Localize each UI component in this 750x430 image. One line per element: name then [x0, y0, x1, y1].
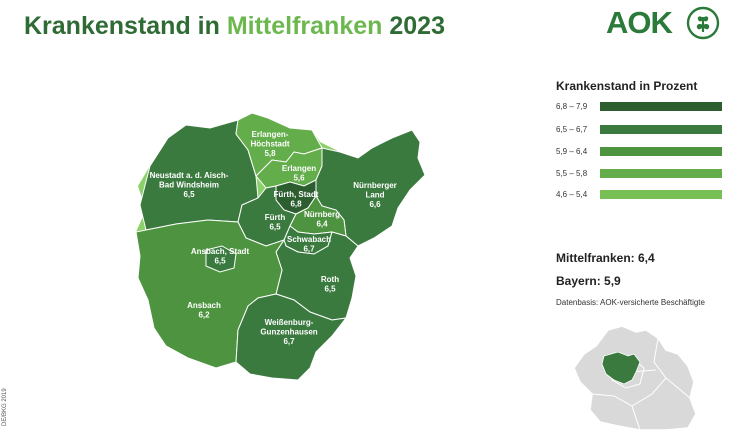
- district-name: Bad Windsheim: [159, 181, 219, 190]
- district-name: Land: [365, 191, 384, 200]
- district-value: 6,5: [269, 223, 281, 232]
- legend-range: 6,8 – 7,9: [556, 102, 588, 111]
- district-weissenburg: [235, 293, 348, 381]
- district-value: 6,6: [369, 200, 381, 209]
- legend-swatch: [600, 125, 722, 134]
- district-label: Ansbach 6,2: [187, 301, 221, 320]
- district-name: Höchstadt: [250, 140, 289, 149]
- legend-swatch: [600, 147, 722, 156]
- legend-range: 6,5 – 6,7: [556, 125, 588, 134]
- district-name: Fürth: [265, 213, 286, 222]
- stat-bayern: Bayern: 5,9: [556, 274, 621, 288]
- title-suffix: 2023: [382, 12, 445, 40]
- legend-range: 4,6 – 5,4: [556, 190, 588, 199]
- district-value: 6,5: [324, 285, 336, 294]
- bavaria-locator-map: [573, 325, 697, 430]
- aok-logo-text: AOK: [606, 5, 673, 40]
- aok-tree-icon: [686, 6, 720, 40]
- map-credit: DE/BKG 2019: [2, 388, 8, 426]
- district-value: 6,7: [283, 337, 295, 346]
- district-name: Weißenburg-: [265, 318, 314, 327]
- district-label: Weißenburg-Gunzenhausen 6,7: [260, 318, 317, 346]
- district-name: Neustadt a. d. Aisch-: [150, 171, 229, 180]
- district-value: 6,2: [198, 311, 210, 320]
- source-note: Datenbasis: AOK-versicherte Beschäftigte: [556, 298, 705, 307]
- district-label: Fürth 6,5: [265, 213, 286, 232]
- district-name: Gunzenhausen: [260, 328, 317, 337]
- page-title: Krankenstand in Mittelfranken 2023: [24, 12, 445, 41]
- district-name: Erlangen: [282, 164, 316, 173]
- district-labels: Erlangen-Höchstadt 5,8 Erlangen 5,6 Neustadt…: [150, 130, 397, 346]
- legend-range: 5,9 – 6,4: [556, 147, 588, 156]
- district-label: Ansbach, Stadt 6,5: [191, 247, 250, 266]
- district-value: 5,8: [264, 149, 276, 158]
- district-label: Schwabach 6,7: [287, 235, 331, 254]
- district-value: 6,7: [303, 245, 315, 254]
- title-highlight: Mittelfranken: [226, 12, 383, 40]
- legend-range: 5,5 – 5,8: [556, 169, 588, 178]
- district-label: Roth 6,5: [321, 275, 339, 294]
- district-name: Nürnberg: [304, 210, 340, 219]
- district-value: 6,4: [316, 220, 328, 229]
- stat-mittelfranken: Mittelfranken: 6,4: [556, 251, 655, 265]
- legend-title: Krankenstand in Prozent: [556, 79, 698, 93]
- district-value: 6,5: [214, 257, 226, 266]
- district-label: Erlangen-Höchstadt 5,8: [250, 130, 289, 158]
- district-value: 5,6: [293, 174, 305, 183]
- district-label: Erlangen 5,6: [282, 164, 316, 183]
- district-name: Schwabach: [287, 235, 331, 244]
- district-name: Erlangen-: [252, 130, 289, 139]
- district-name: Ansbach, Stadt: [191, 247, 250, 256]
- aok-logo: AOK: [606, 5, 742, 40]
- district-name: Ansbach: [187, 301, 221, 310]
- district-ansbach-stadt: [205, 245, 237, 273]
- district-name: Roth: [321, 275, 339, 284]
- district-label: Nürnberger Land 6,6: [353, 181, 397, 209]
- district-label: Neustadt a. d. Aisch-Bad Windsheim 6,5: [150, 171, 229, 199]
- legend-swatch: [600, 102, 722, 111]
- title-prefix: Krankenstand in: [24, 12, 227, 40]
- district-name: Fürth, Stadt: [274, 190, 319, 199]
- legend-swatch: [600, 190, 722, 199]
- district-value: 6,8: [290, 200, 302, 209]
- district-label: Fürth, Stadt 6,8: [274, 190, 319, 209]
- district-name: Nürnberger: [353, 181, 397, 190]
- legend-swatch: [600, 169, 722, 178]
- district-label: Nürnberg 6,4: [304, 210, 340, 229]
- district-value: 6,5: [183, 190, 195, 199]
